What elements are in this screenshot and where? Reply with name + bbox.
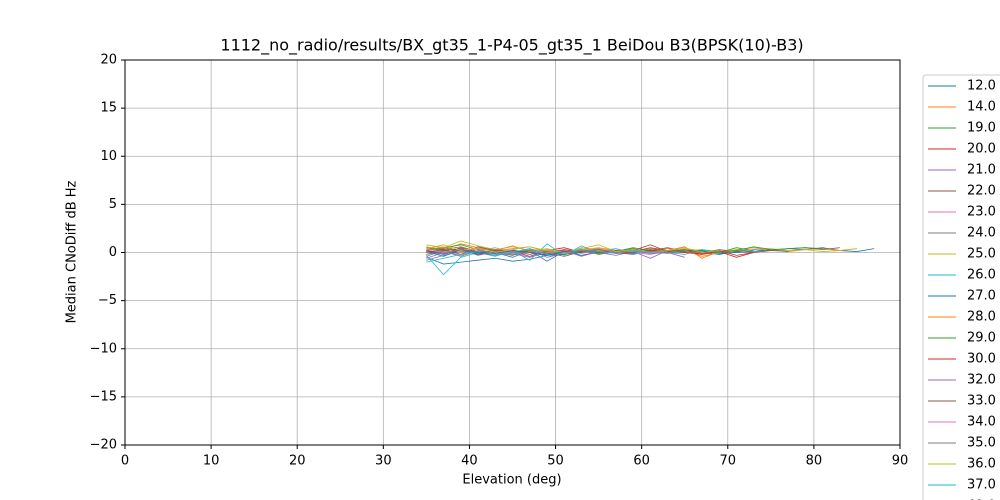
series-line bbox=[426, 248, 668, 263]
series-line bbox=[426, 244, 720, 253]
legend: 12.0 14.0 19.0 20.0 21.0 22.0 23.0 24.0 25.0 26.0… bbox=[922, 74, 1000, 500]
x-tick-label: 30 bbox=[375, 454, 392, 469]
y-tick-label: 15 bbox=[100, 101, 117, 116]
x-tick-label: 70 bbox=[720, 454, 737, 469]
legend-label: 22.0 bbox=[967, 184, 996, 199]
legend-label: 12.0 bbox=[967, 79, 996, 94]
x-tick-label: 40 bbox=[461, 454, 478, 469]
y-tick-label: 20 bbox=[100, 53, 117, 68]
plot-lines bbox=[426, 240, 875, 276]
legend-label: 25.0 bbox=[967, 247, 996, 262]
x-tick-label: 80 bbox=[806, 454, 823, 469]
series-line bbox=[426, 245, 754, 257]
legend-label: 24.0 bbox=[967, 226, 996, 241]
y-tick-label: −20 bbox=[90, 438, 117, 453]
x-tick-label: 20 bbox=[289, 454, 306, 469]
y-tick-label: −5 bbox=[98, 293, 117, 308]
legend-label: 26.0 bbox=[967, 268, 996, 283]
legend-label: 28.0 bbox=[967, 310, 996, 325]
y-tick-label: −10 bbox=[90, 341, 117, 356]
y-tick-label: −15 bbox=[90, 389, 117, 404]
legend-label: 36.0 bbox=[967, 457, 996, 472]
x-tick-label: 0 bbox=[121, 454, 129, 469]
x-tick-label: 10 bbox=[203, 454, 220, 469]
legend-label: 23.0 bbox=[967, 205, 996, 220]
legend-label: 29.0 bbox=[967, 331, 996, 346]
chart-title: 1112_no_radio/results/BX_gt35_1-P4-05_gt… bbox=[220, 36, 803, 56]
y-tick-label: 0 bbox=[109, 245, 117, 260]
legend-label: 27.0 bbox=[967, 289, 996, 304]
y-tick-label: 10 bbox=[100, 149, 117, 164]
legend-label: 34.0 bbox=[967, 415, 996, 430]
grid: 0 10 20 30 40 50 60 70 80 90 −20 −15 −10 −5 0 5 10 15 20 bbox=[90, 53, 909, 469]
legend-label: 32.0 bbox=[967, 373, 996, 388]
x-tick-label: 60 bbox=[633, 454, 650, 469]
legend-box bbox=[922, 74, 1000, 500]
series-line bbox=[426, 240, 857, 253]
legend-label: 14.0 bbox=[967, 100, 996, 115]
x-tick-label: 90 bbox=[892, 454, 909, 469]
legend-label: 30.0 bbox=[967, 352, 996, 367]
y-tick-label: 5 bbox=[109, 197, 117, 212]
legend-label: 35.0 bbox=[967, 436, 996, 451]
legend-label: 37.0 bbox=[967, 478, 996, 493]
legend-label: 19.0 bbox=[967, 121, 996, 136]
series-line bbox=[426, 249, 582, 256]
x-axis-label: Elevation (deg) bbox=[462, 473, 561, 488]
legend-label: 33.0 bbox=[967, 394, 996, 409]
x-tick-label: 50 bbox=[547, 454, 564, 469]
legend-label: 41.0 bbox=[967, 499, 996, 500]
legend-label: 20.0 bbox=[967, 142, 996, 157]
legend-label: 21.0 bbox=[967, 163, 996, 178]
y-axis-label: Median CNoDiff dB Hz bbox=[65, 180, 80, 323]
plot-frame bbox=[124, 59, 901, 446]
